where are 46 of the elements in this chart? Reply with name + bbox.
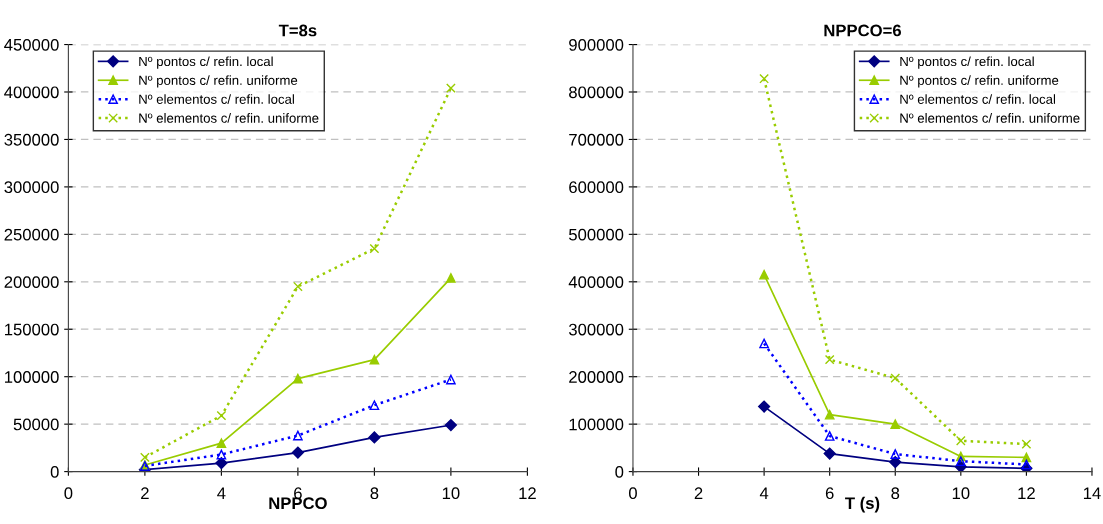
y-tick-label: 150000 <box>5 323 59 336</box>
y-tick-label: 200000 <box>4 276 59 288</box>
x-tick-label: 4 <box>217 487 226 499</box>
y-tick-label: 100000 <box>569 418 624 431</box>
x-axis-title: T (s) <box>845 496 880 513</box>
x-tick-label: 6 <box>825 487 834 500</box>
chart-title: NPPCO=6 <box>824 24 901 37</box>
y-tick-label: 50000 <box>13 418 59 431</box>
y-tick-label: 250000 <box>4 228 59 241</box>
x-tick-label: 14 <box>1083 487 1101 499</box>
y-tick-label: 900000 <box>569 38 624 51</box>
y-tick-label: 300000 <box>4 181 59 194</box>
x-tick-label: 8 <box>891 487 900 500</box>
y-tick-label: 450000 <box>4 38 59 51</box>
legend-label: Nº elementos c/ refin. local <box>900 94 1056 104</box>
legend-label: Nº pontos c/ refin. local <box>900 56 1034 69</box>
legend-label: Nº pontos c/ refin. uniforme <box>900 75 1059 88</box>
y-tick-label: 0 <box>50 466 59 478</box>
x-tick-label: 12 <box>519 487 536 499</box>
x-axis-title: NPPCO <box>269 497 327 510</box>
y-tick-label: 100000 <box>5 371 59 383</box>
y-tick-label: 300000 <box>568 323 624 336</box>
x-tick-label: 0 <box>64 487 73 500</box>
legend-label: Nº elementos c/ refin. uniforme <box>900 113 1080 123</box>
y-tick-label: 350000 <box>4 133 59 146</box>
y-tick-label: 400000 <box>4 86 59 99</box>
x-tick-label: 2 <box>141 487 149 499</box>
legend-label: Nº pontos c/ refin. local <box>139 56 273 69</box>
y-tick-label: 600000 <box>569 181 624 194</box>
x-tick-label: 0 <box>628 487 637 500</box>
y-tick-label: 400000 <box>568 276 624 288</box>
x-tick-label: 10 <box>442 487 460 500</box>
x-tick-label: 10 <box>952 487 970 500</box>
legend-label: Nº elementos c/ refin. local <box>139 94 294 104</box>
y-tick-label: 700000 <box>569 133 624 146</box>
x-tick-label: 12 <box>1018 487 1035 499</box>
x-tick-label: 4 <box>759 487 769 499</box>
y-tick-label: 0 <box>615 466 624 478</box>
x-tick-label: 2 <box>694 487 703 499</box>
legend-label: Nº elementos c/ refin. uniforme <box>139 113 319 123</box>
y-tick-label: 500000 <box>568 228 624 241</box>
y-tick-label: 200000 <box>569 371 624 383</box>
legend-label: Nº pontos c/ refin. uniforme <box>139 75 298 88</box>
x-tick-label: 8 <box>370 487 379 500</box>
y-tick-label: 800000 <box>569 86 624 99</box>
chart-title: T=8s <box>278 24 317 37</box>
